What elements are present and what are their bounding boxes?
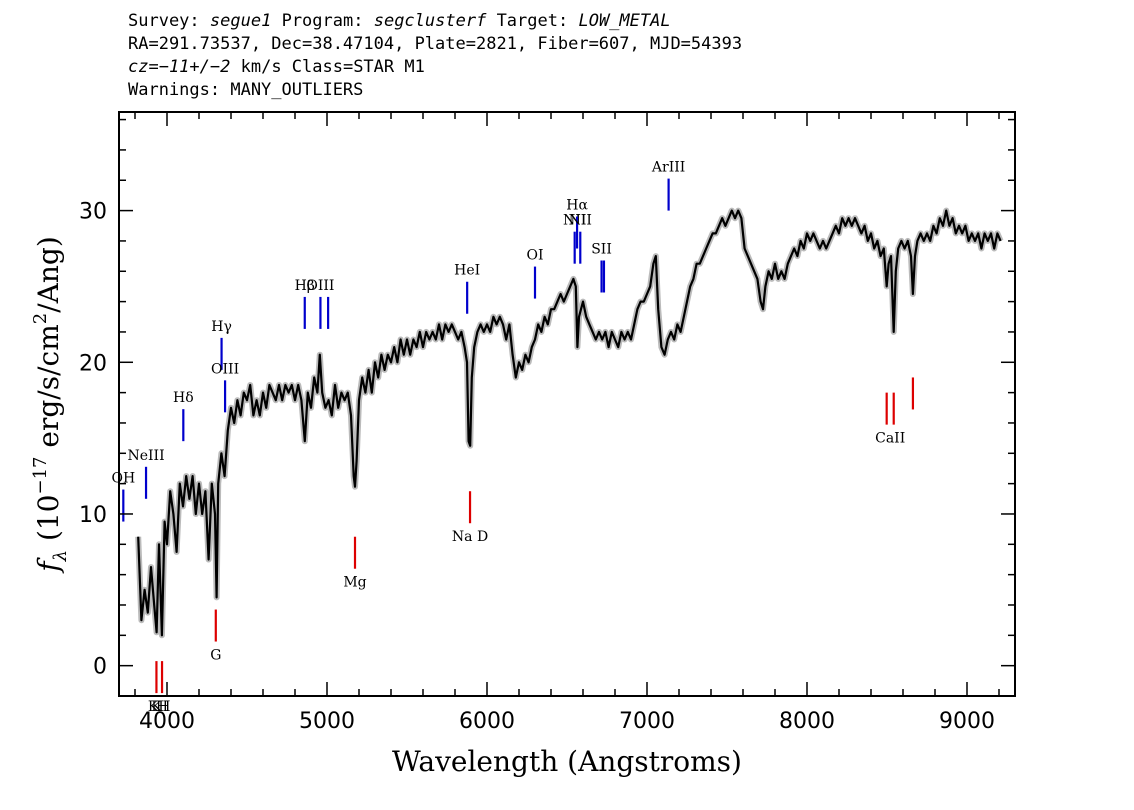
emission-label-OH: OH [111, 471, 135, 487]
survey-value: segue1 [209, 11, 272, 31]
emission-label-Hdelta: Hδ [173, 390, 194, 406]
emission-label-SII-6716: SII [591, 242, 612, 258]
y-axis-units-c: /Ang) [32, 236, 65, 313]
emission-label-OIII-4959: OIII [306, 278, 334, 294]
cz-value: cz=−11+/−2 [128, 57, 231, 77]
plot-area [135, 207, 1004, 639]
x-tick-label: 7000 [619, 709, 675, 734]
line-markers: OHNeIIIHδHγOIIIHβOIIIHeIOINIIHαNIISIIArI… [111, 160, 915, 715]
y-axis-title: fλ (10−17 erg/s/cm2/Ang) [30, 236, 71, 574]
target-value: LOW_METAL [578, 11, 671, 31]
emission-label-OI: OI [526, 248, 543, 264]
x-tick-label: 8000 [779, 709, 835, 734]
x-axis-title: Wavelength (Angstroms) [392, 745, 742, 778]
absorption-label-pair: KH [148, 699, 171, 715]
flux-spectrum-line [137, 209, 1002, 637]
emission-label-OIII-4363: OIII [211, 361, 239, 377]
x-tick-label: 6000 [459, 709, 515, 734]
header-line-survey: Survey: segue1 Program: segclusterf Targ… [128, 10, 742, 33]
program-value: segclusterf [373, 11, 487, 31]
y-axis-exp: −17 [30, 457, 51, 495]
y-tick-label: 20 [79, 351, 107, 376]
y-axis-lambda: λ [50, 550, 71, 562]
header-line-warnings: Warnings: MANY_OUTLIERS [128, 80, 364, 100]
x-tick-label: 9000 [939, 709, 995, 734]
y-tick-label: 10 [79, 503, 107, 528]
x-tick-label: 4000 [139, 709, 195, 734]
absorption-label-Mg: Mg [343, 575, 366, 591]
absorption-label-K: K [151, 699, 162, 715]
y-tick-label: 0 [93, 655, 107, 680]
emission-label-NII-6583: NII [569, 213, 592, 229]
spectrum-header: Survey: segue1 Program: segclusterf Targ… [128, 10, 742, 102]
absorption-label-H: H [156, 699, 168, 715]
class-value: km/s Class=STAR M1 [240, 57, 425, 77]
emission-label-HeI: HeI [454, 263, 480, 279]
y-axis-units-a: (10 [32, 495, 65, 550]
absorption-label-G: G [210, 648, 221, 664]
flux-error-band [135, 207, 1004, 639]
y-axis-sq: 2 [30, 313, 51, 324]
plot-frame [118, 111, 1016, 697]
y-axis: 0 10 20 30 [79, 118, 1015, 697]
survey-label: Survey: [128, 11, 200, 31]
y-axis-units-b: erg/s/cm [32, 324, 65, 456]
emission-label-Halpha: Hα [566, 198, 588, 214]
emission-label-Hbeta: Hβ [295, 278, 315, 294]
absorption-label-NaD: Na D [452, 529, 488, 545]
header-line-class: cz=−11+/−2 km/s Class=STAR M1 [128, 56, 742, 79]
header-line-coords: RA=291.73537, Dec=38.47104, Plate=2821, … [128, 34, 743, 54]
emission-label-Hgamma: Hγ [211, 319, 232, 335]
emission-label-NII-6548: NII [563, 213, 586, 229]
emission-label-NeIII: NeIII [127, 448, 164, 464]
program-label: Program: [281, 11, 364, 31]
x-tick-label: 5000 [299, 709, 355, 734]
emission-label-ArIII: ArIII [651, 160, 685, 176]
absorption-label-CaII-8498: CaII [875, 431, 905, 447]
target-label: Target: [496, 11, 569, 31]
y-tick-label: 30 [79, 200, 107, 225]
x-axis: 4000 5000 6000 7000 8000 9000 [134, 112, 1000, 734]
